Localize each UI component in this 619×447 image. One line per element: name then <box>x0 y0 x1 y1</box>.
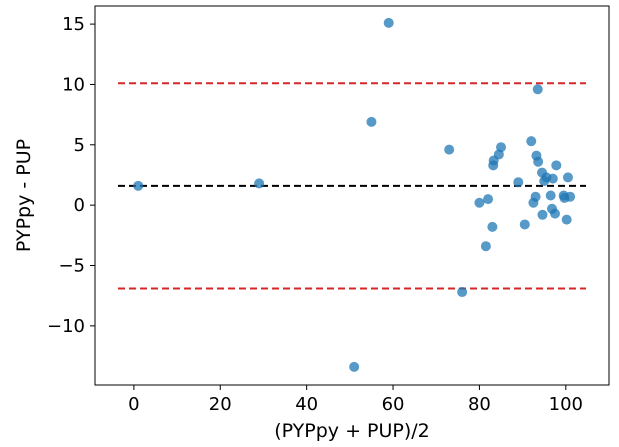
data-point <box>551 160 562 171</box>
x-tick-label: 20 <box>209 394 232 415</box>
plot-frame <box>94 5 610 386</box>
data-point <box>532 84 543 95</box>
data-point <box>519 219 530 230</box>
data-point <box>349 361 360 372</box>
x-tick-label: 40 <box>295 394 318 415</box>
data-point <box>537 209 548 220</box>
data-point <box>483 194 494 205</box>
x-tick-label: 0 <box>128 394 139 415</box>
data-point <box>457 287 468 298</box>
x-tick-label: 100 <box>549 394 583 415</box>
data-point <box>254 178 265 189</box>
data-point <box>366 116 377 127</box>
y-tick-label: 15 <box>62 14 85 35</box>
data-point <box>562 172 573 183</box>
data-point <box>530 191 541 202</box>
data-point <box>496 142 507 153</box>
y-tick-label: 0 <box>74 195 85 216</box>
data-point <box>480 241 491 252</box>
y-axis-ticks: −10 −5 0 5 10 15 <box>47 14 95 337</box>
data-point <box>561 214 572 225</box>
data-point <box>545 190 556 201</box>
x-tick-label: 60 <box>382 394 405 415</box>
y-tick-label: −5 <box>58 256 85 277</box>
data-point <box>565 191 576 202</box>
x-axis-ticks: 0 20 40 60 80 100 <box>128 385 583 415</box>
data-point <box>547 173 558 184</box>
data-point <box>533 156 544 167</box>
data-point <box>133 180 144 191</box>
y-axis-label: PYPpy - PUP <box>13 139 35 252</box>
data-points <box>133 17 576 372</box>
data-point <box>474 197 485 208</box>
data-point <box>383 17 394 28</box>
x-axis-label: (PYPpy + PUP)/2 <box>274 420 430 442</box>
y-tick-label: −10 <box>47 316 85 337</box>
reference-lines <box>118 82 586 290</box>
data-point <box>526 136 537 147</box>
y-tick-label: 10 <box>62 74 85 95</box>
data-point <box>513 177 524 188</box>
data-point <box>550 208 561 219</box>
data-point <box>444 144 455 155</box>
y-tick-label: 5 <box>74 135 85 156</box>
data-point <box>487 221 498 232</box>
x-tick-label: 80 <box>468 394 491 415</box>
